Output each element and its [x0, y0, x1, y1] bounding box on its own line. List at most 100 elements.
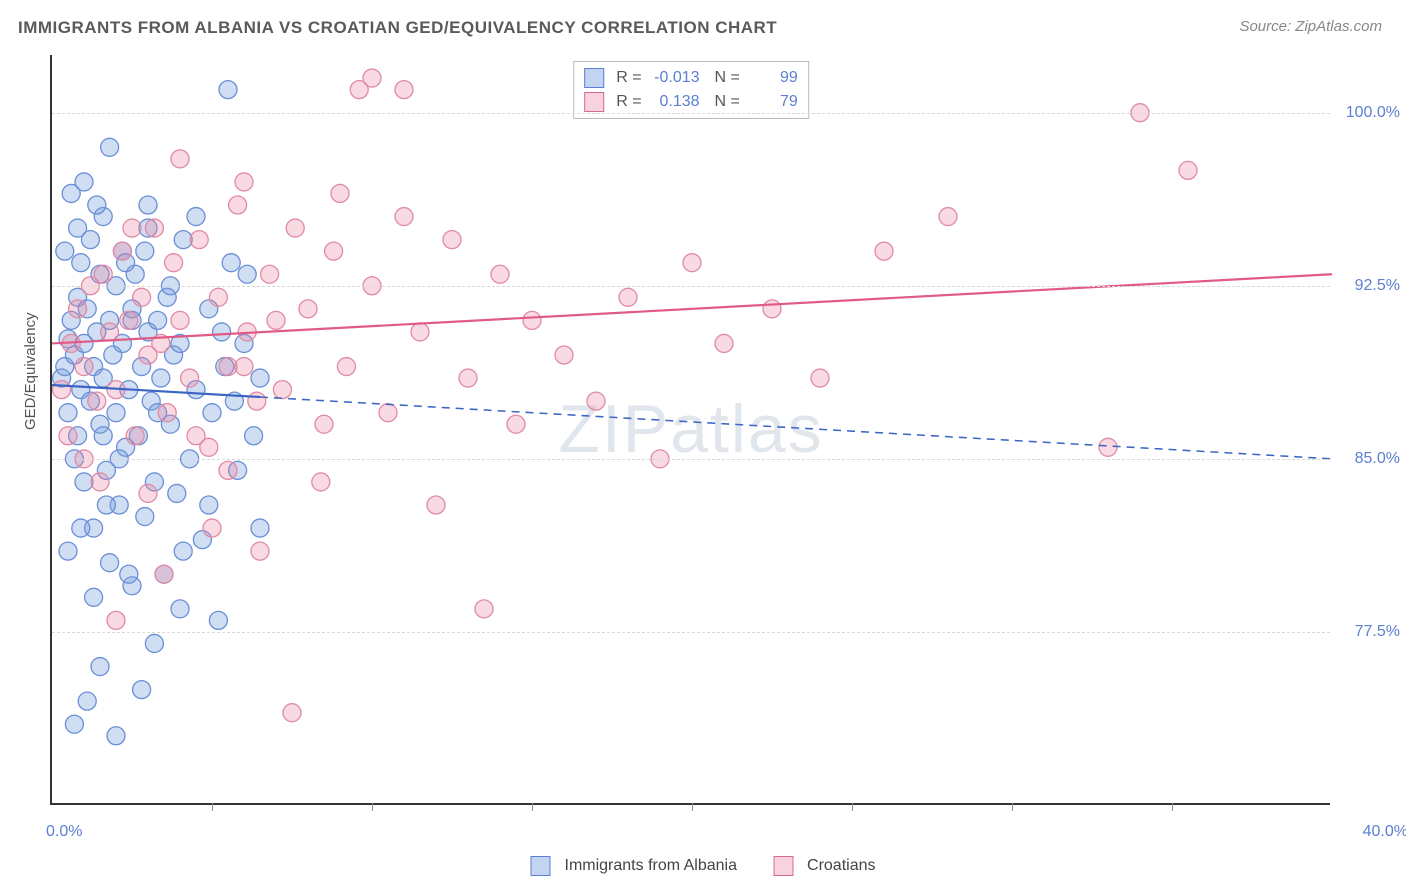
x-tick — [852, 803, 853, 811]
data-point — [219, 461, 237, 479]
data-point — [555, 346, 573, 364]
y-tick-label: 92.5% — [1340, 277, 1400, 295]
data-point — [155, 565, 173, 583]
data-point — [69, 219, 87, 237]
data-point — [395, 208, 413, 226]
data-point — [181, 369, 199, 387]
data-point — [523, 311, 541, 329]
data-point — [133, 681, 151, 699]
data-point — [171, 311, 189, 329]
data-point — [811, 369, 829, 387]
legend-label-2: Croatians — [807, 857, 875, 875]
data-point — [507, 415, 525, 433]
data-point — [286, 219, 304, 237]
data-point — [65, 715, 83, 733]
data-point — [1099, 438, 1117, 456]
legend-swatch-blue-icon — [531, 856, 551, 876]
data-point — [85, 588, 103, 606]
data-point — [209, 611, 227, 629]
data-point — [75, 173, 93, 191]
data-point — [187, 427, 205, 445]
trend-line — [52, 274, 1332, 343]
data-point — [174, 542, 192, 560]
x-tick — [372, 803, 373, 811]
data-point — [251, 519, 269, 537]
data-point — [94, 427, 112, 445]
data-point — [56, 242, 74, 260]
data-point — [59, 404, 77, 422]
data-point — [145, 219, 163, 237]
gridline — [52, 459, 1330, 460]
data-point — [107, 404, 125, 422]
data-point — [120, 565, 138, 583]
data-point — [136, 242, 154, 260]
data-point — [299, 300, 317, 318]
data-point — [91, 473, 109, 491]
data-point — [88, 392, 106, 410]
data-point — [101, 323, 119, 341]
y-axis-title: GED/Equivalency — [22, 312, 39, 430]
data-point — [411, 323, 429, 341]
trend-line-dashed — [260, 397, 1332, 459]
data-point — [229, 196, 247, 214]
gridline — [52, 113, 1330, 114]
data-point — [174, 231, 192, 249]
data-point — [267, 311, 285, 329]
data-point — [219, 358, 237, 376]
data-point — [158, 404, 176, 422]
data-point — [101, 138, 119, 156]
chart-title: IMMIGRANTS FROM ALBANIA VS CROATIAN GED/… — [18, 18, 777, 38]
data-point — [120, 311, 138, 329]
data-point — [72, 254, 90, 272]
data-point — [88, 196, 106, 214]
data-point — [459, 369, 477, 387]
data-point — [222, 254, 240, 272]
gridline — [52, 286, 1330, 287]
data-point — [491, 265, 509, 283]
data-point — [200, 496, 218, 514]
data-point — [325, 242, 343, 260]
y-tick-label: 100.0% — [1340, 104, 1400, 122]
data-point — [94, 265, 112, 283]
data-point — [168, 484, 186, 502]
data-point — [78, 692, 96, 710]
data-point — [139, 196, 157, 214]
x-tick — [1012, 803, 1013, 811]
data-point — [475, 600, 493, 618]
bottom-legend: Immigrants from Albania Croatians — [531, 856, 876, 876]
data-point — [145, 634, 163, 652]
data-point — [152, 369, 170, 387]
data-point — [312, 473, 330, 491]
data-point — [875, 242, 893, 260]
data-point — [203, 404, 221, 422]
data-point — [715, 334, 733, 352]
data-point — [427, 496, 445, 514]
data-point — [190, 231, 208, 249]
data-point — [133, 288, 151, 306]
data-point — [97, 496, 115, 514]
data-point — [113, 242, 131, 260]
data-point — [283, 704, 301, 722]
data-point — [136, 508, 154, 526]
data-point — [171, 150, 189, 168]
data-point — [238, 265, 256, 283]
data-point — [245, 427, 263, 445]
data-point — [91, 658, 109, 676]
data-point — [683, 254, 701, 272]
data-point — [587, 392, 605, 410]
data-point — [149, 311, 167, 329]
data-point — [107, 611, 125, 629]
data-point — [337, 358, 355, 376]
data-point — [379, 404, 397, 422]
data-point — [248, 392, 266, 410]
data-point — [165, 254, 183, 272]
data-point — [53, 381, 71, 399]
data-point — [59, 427, 77, 445]
data-point — [75, 358, 93, 376]
x-tick — [212, 803, 213, 811]
data-point — [939, 208, 957, 226]
data-point — [59, 542, 77, 560]
data-point — [261, 265, 279, 283]
data-point — [219, 81, 237, 99]
data-point — [443, 231, 461, 249]
